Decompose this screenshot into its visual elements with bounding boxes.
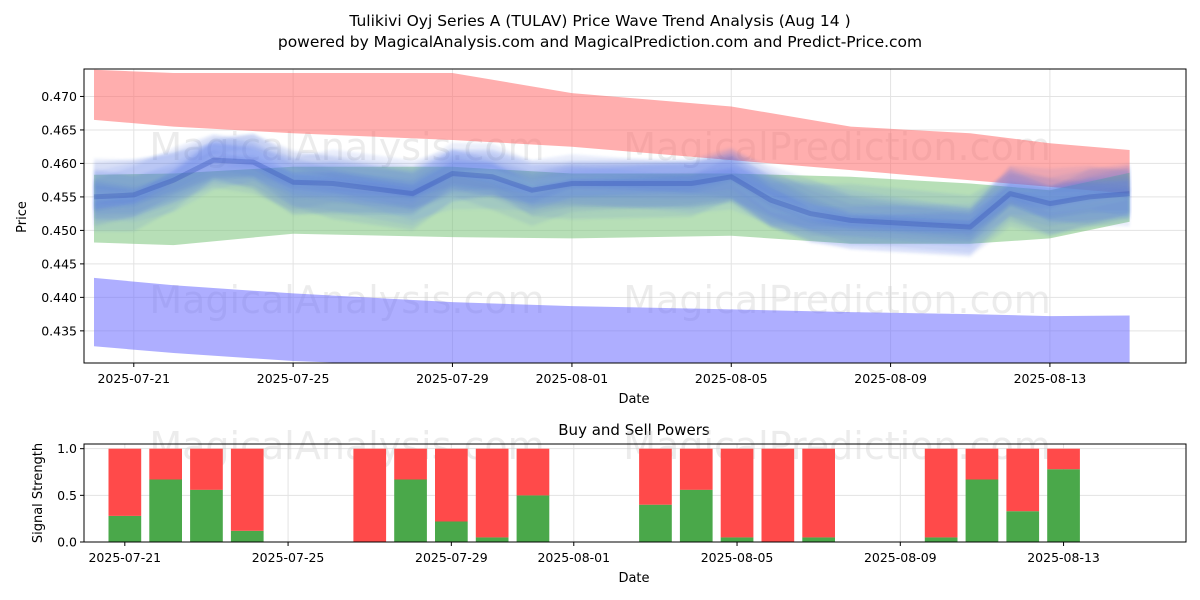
- chart-title-line2: powered by MagicalAnalysis.com and Magic…: [278, 33, 922, 51]
- buy-bar: [394, 479, 427, 542]
- wave-center-line: [93, 157, 1130, 230]
- sell-bar: [720, 448, 754, 538]
- powers-x-axis: 2025-07-21 2025-07-25 2025-07-29 2025-08-01…: [88, 542, 1100, 565]
- sell-bar: [435, 448, 468, 522]
- price-ytick-label: 0.455: [41, 189, 77, 204]
- price-x-axis: 2025-07-21 2025-07-25 2025-07-29 2025-08-01…: [97, 363, 1086, 386]
- buy-bar: [475, 537, 509, 542]
- powers-xtick-label: 2025-07-29: [415, 550, 488, 565]
- powers-xtick-label: 2025-08-09: [864, 550, 937, 565]
- price-waves: [93, 133, 1130, 257]
- buy-bar: [190, 489, 223, 542]
- sell-bar: [1006, 448, 1040, 512]
- buy-bar: [1006, 511, 1040, 542]
- sell-bar: [965, 448, 999, 480]
- powers-ytick-label: 0.5: [57, 488, 77, 503]
- price-xtick-label: 2025-08-09: [854, 371, 927, 386]
- price-ytick-label: 0.440: [41, 290, 77, 305]
- price-ytick-label: 0.460: [41, 156, 77, 171]
- powers-x-axis-label: Date: [618, 571, 649, 586]
- powers-bars: [108, 448, 1080, 542]
- powers-xtick-label: 2025-08-13: [1027, 550, 1100, 565]
- powers-y-axis-label: Signal Strength: [31, 443, 46, 543]
- price-plot-frame: [83, 68, 1187, 364]
- buy-bar: [679, 489, 713, 542]
- price-xtick-label: 2025-08-01: [536, 371, 609, 386]
- powers-title: Buy and Sell Powers: [558, 421, 710, 439]
- chart-title-line1: Tulikivi Oyj Series A (TULAV) Price Wave…: [348, 12, 850, 30]
- band-upper: [94, 69, 1130, 194]
- price-y-axis-label: Price: [15, 201, 30, 233]
- powers-xtick-label: 2025-08-05: [701, 550, 774, 565]
- price-ytick-label: 0.435: [41, 323, 77, 338]
- powers-xtick-label: 2025-07-25: [252, 550, 325, 565]
- sell-bar: [924, 448, 958, 538]
- sell-bar: [394, 448, 427, 480]
- sell-bar: [475, 448, 509, 538]
- price-ytick-label: 0.445: [41, 256, 77, 271]
- watermark-layer-bottom: MagicalAnalysis.com MagicalPrediction.co…: [149, 424, 1050, 468]
- sell-bar: [190, 448, 223, 490]
- price-y-axis: 0.435 0.440 0.445 0.450 0.455 0.460 0.465 0.470: [41, 89, 84, 338]
- sell-bar: [516, 448, 550, 496]
- buy-bar: [1047, 469, 1080, 542]
- sell-bar: [639, 448, 672, 505]
- buy-bar: [149, 479, 182, 542]
- powers-y-axis: 0.0 0.5 1.0: [57, 441, 84, 550]
- powers-ytick-label: 0.0: [57, 535, 77, 550]
- buy-bar: [802, 537, 835, 542]
- powers-ytick-label: 1.0: [57, 441, 77, 456]
- wave-ribbon: [94, 159, 1130, 242]
- powers-xtick-label: 2025-07-21: [88, 550, 161, 565]
- price-x-axis-label: Date: [618, 392, 649, 407]
- sell-bar: [1047, 448, 1080, 470]
- sell-bar: [679, 448, 713, 490]
- buy-bar: [108, 515, 142, 542]
- price-xtick-label: 2025-08-05: [695, 371, 768, 386]
- sell-bar: [149, 448, 182, 480]
- sell-bar: [802, 448, 835, 538]
- powers-plot-frame: [83, 443, 1187, 543]
- price-ytick-label: 0.470: [41, 89, 77, 104]
- price-xtick-label: 2025-07-25: [257, 371, 330, 386]
- price-ytick-label: 0.465: [41, 122, 77, 137]
- buy-bar: [639, 504, 672, 542]
- sell-bar: [230, 448, 264, 531]
- price-ytick-label: 0.450: [41, 223, 77, 238]
- price-xtick-label: 2025-07-21: [97, 371, 170, 386]
- buy-bar: [435, 521, 468, 542]
- powers-xtick-label: 2025-08-01: [537, 550, 610, 565]
- buy-bar: [720, 537, 754, 542]
- price-xtick-label: 2025-08-13: [1014, 371, 1087, 386]
- sell-bar: [108, 448, 142, 516]
- buy-bar: [516, 495, 550, 542]
- buy-bar: [924, 537, 958, 542]
- wave-ribbon: [94, 135, 1130, 227]
- band-lower: [94, 277, 1130, 363]
- sell-bar: [761, 448, 795, 542]
- price-xtick-label: 2025-07-29: [416, 371, 489, 386]
- buy-bar: [230, 530, 264, 542]
- buy-bar: [965, 479, 999, 542]
- sell-bar: [353, 448, 387, 542]
